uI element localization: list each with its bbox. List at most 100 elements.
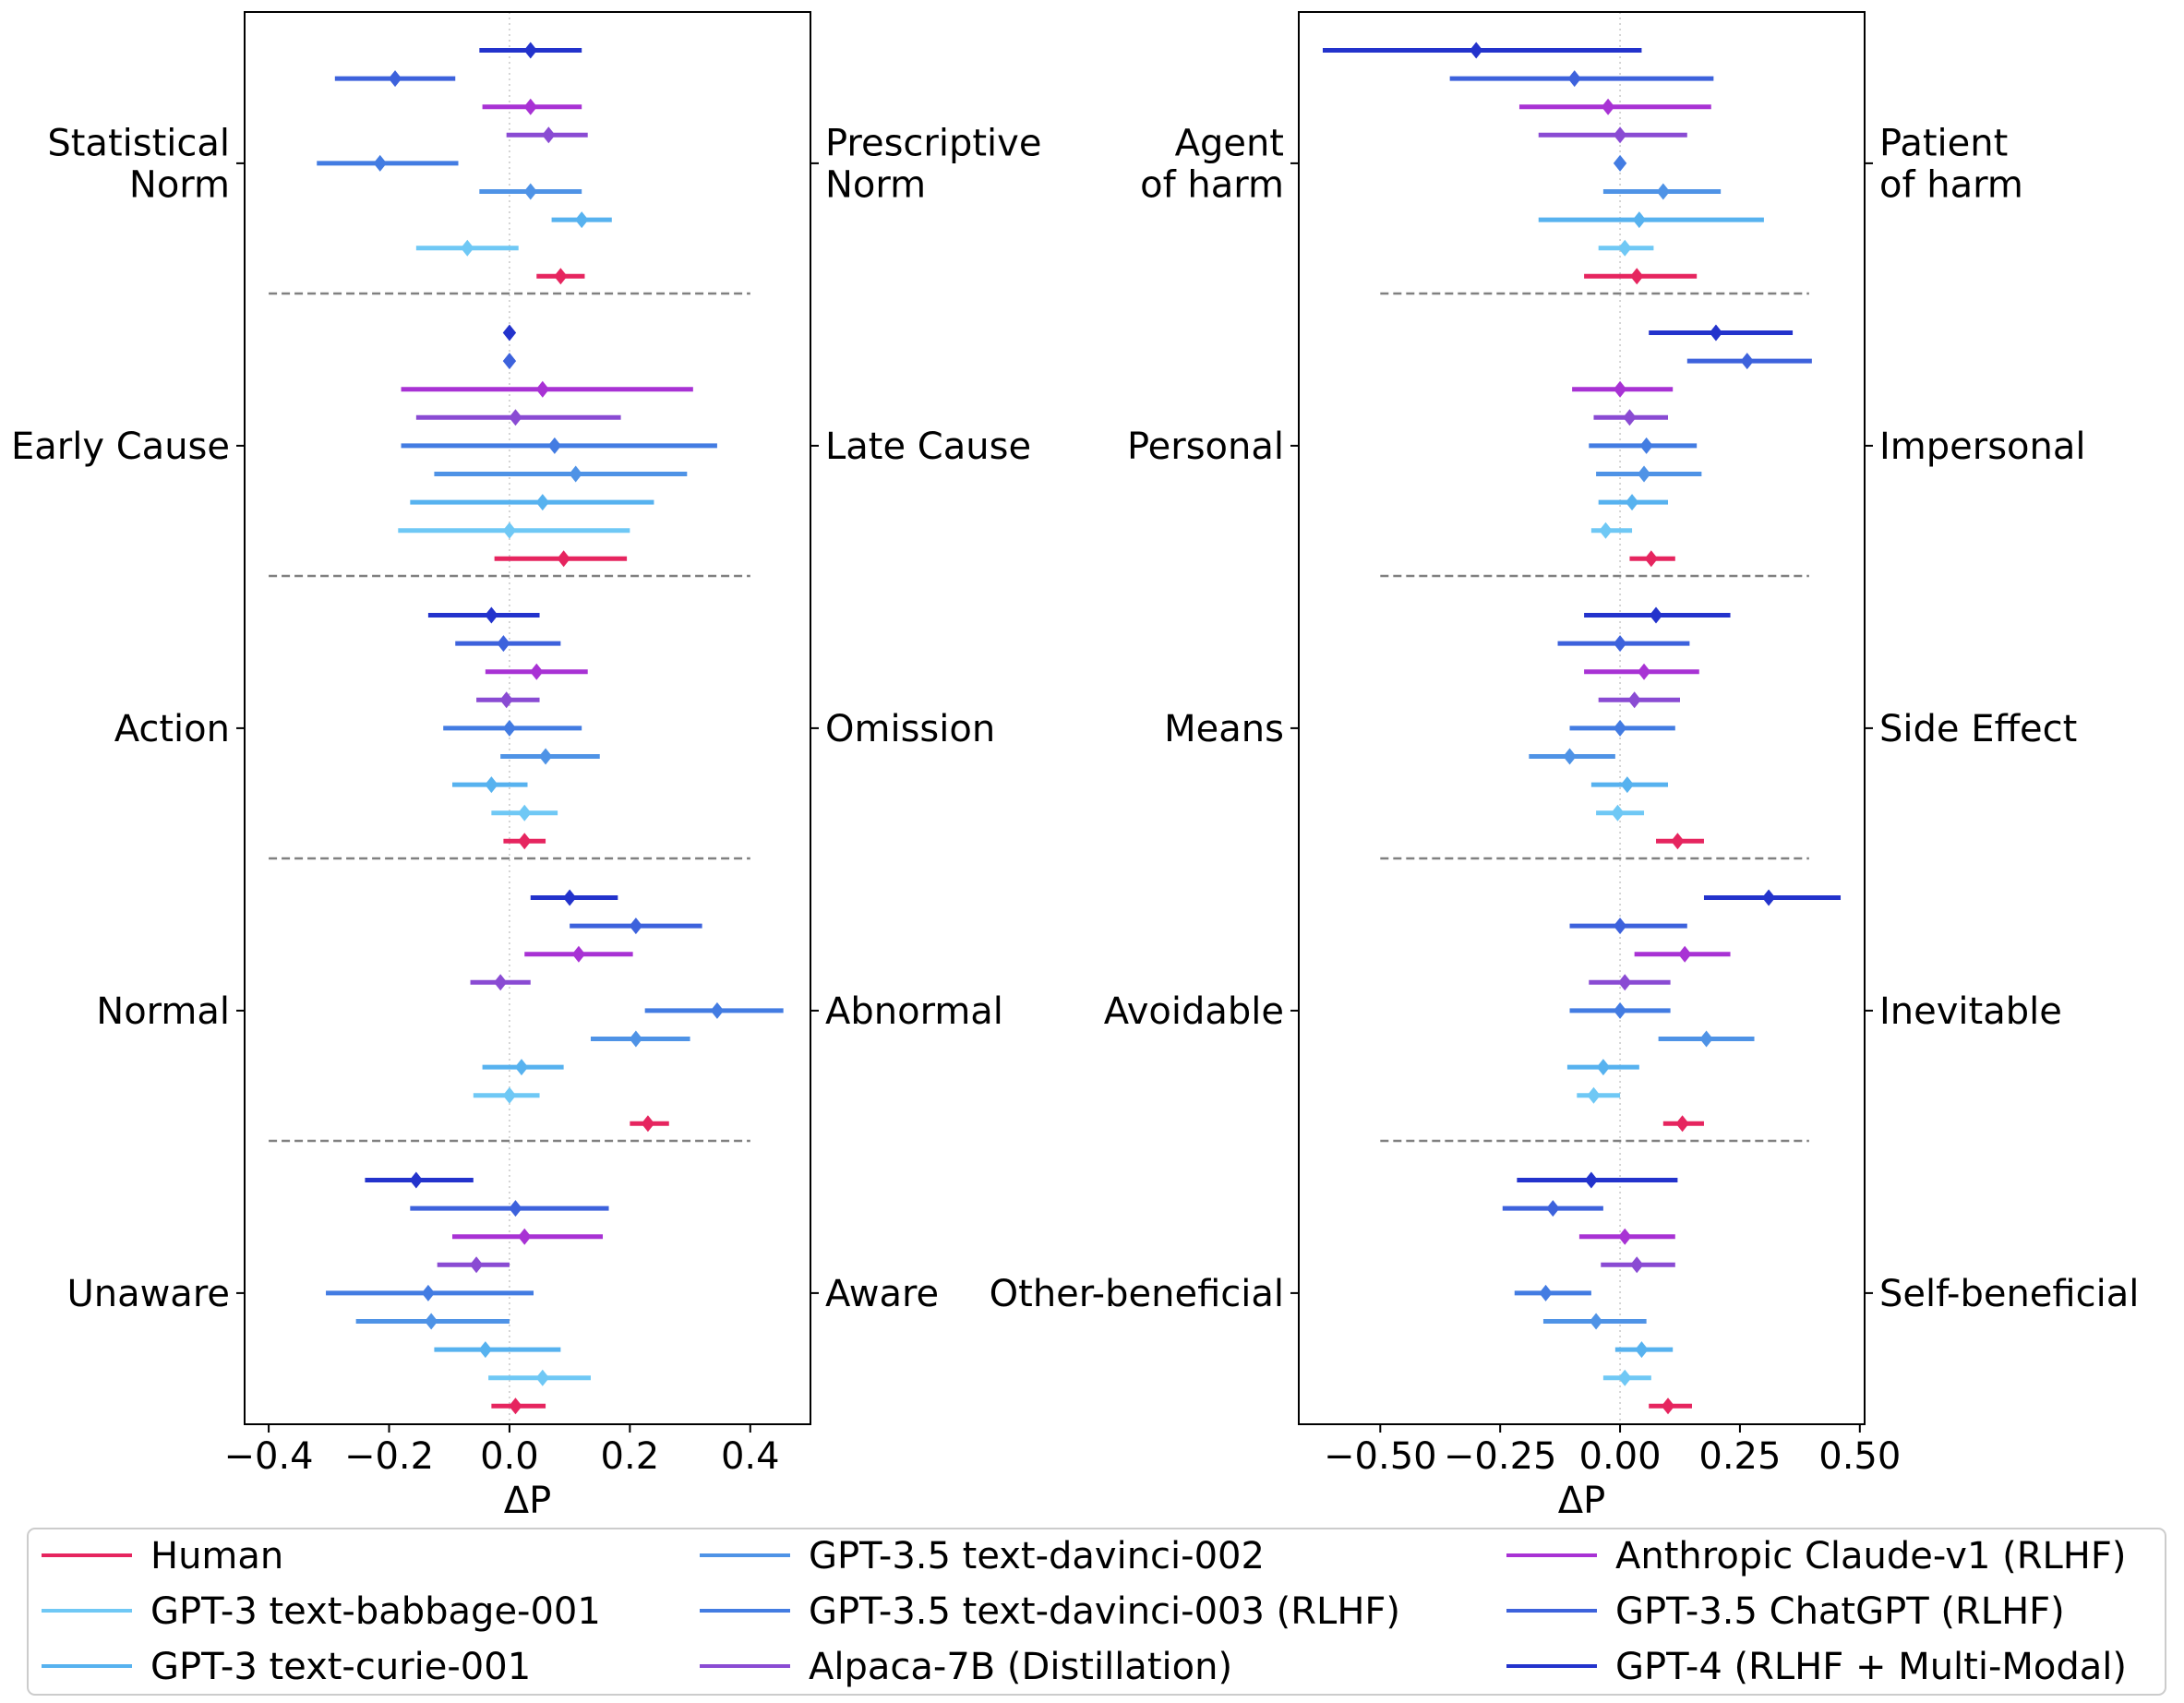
point-human [1661,1397,1675,1415]
point-gpt-3-text-babbage-001 [1611,804,1625,822]
point-gpt-3-text-babbage-001 [1618,239,1632,257]
point-gpt-4-rlhf-multi-modal [562,889,577,906]
right-label-late-cause: Late Cause [825,426,1031,468]
point-alpaca-7b-distillation [499,691,513,709]
right-label-inevitable: Inevitable [1879,990,2062,1033]
right-panel: Agent of harm Patient of harm Personal Impers… [990,11,2139,1522]
point-anthropic-claude-v1-rlhf [523,98,537,115]
legend-label-gpt-3-text-babbage-001: GPT-3 text-babbage-001 [150,1590,601,1633]
x-tick-label: 0.25 [1698,1435,1781,1478]
point-human [557,550,570,568]
left-label-means: Means [1164,708,1284,750]
point-human [1671,833,1685,850]
point-gpt-3-text-babbage-001 [518,804,532,822]
point-alpaca-7b-distillation [509,409,522,426]
point-gpt-4-rlhf-multi-modal [409,1171,424,1189]
point-gpt-3-5-text-davinci-003-rlhf [1613,1001,1627,1019]
point-gpt-3-text-curie-001 [1625,494,1639,511]
point-gpt-4-rlhf-multi-modal [1584,1171,1599,1189]
point-gpt-3-5-text-davinci-002 [1699,1030,1713,1048]
point-gpt-3-text-curie-001 [514,1059,529,1076]
point-gpt-4-rlhf-multi-modal [502,324,517,342]
point-anthropic-claude-v1-rlhf [518,1228,532,1245]
left-label-early-cause: Early Cause [11,426,230,468]
point-gpt-3-text-curie-001 [1596,1059,1611,1076]
point-alpaca-7b-distillation [1623,409,1637,426]
point-gpt-3-text-curie-001 [535,494,550,511]
legend-box [27,1528,2166,1696]
x-tick-label: −0.50 [1324,1435,1437,1478]
point-gpt-3-5-chatgpt-rlhf [502,353,517,370]
point-gpt-4-rlhf-multi-modal [1649,606,1663,624]
point-anthropic-claude-v1-rlhf [1677,945,1692,963]
right-label-impersonal: Impersonal [1879,426,2086,468]
point-human [509,1397,522,1415]
left-panel: Statistical Norm Prescriptive Norm Early Cau… [11,11,1041,1522]
left-label-other-beneficial: Other-beneficial [990,1273,1284,1315]
right-label-patient-of-harm: Patient of harm [1879,122,2023,206]
x-tick-label: 0.50 [1818,1435,1901,1478]
point-gpt-4-rlhf-multi-modal [1470,42,1483,59]
point-human [518,833,532,850]
point-gpt-3-5-text-davinci-003-rlhf [502,719,517,737]
point-gpt-3-5-text-davinci-002 [569,465,582,483]
x-tick-label: −0.4 [224,1435,314,1478]
point-gpt-3-5-text-davinci-002 [1589,1313,1603,1330]
point-gpt-3-5-text-davinci-003-rlhf [421,1284,436,1301]
point-gpt-3-text-babbage-001 [1599,522,1613,539]
point-gpt-3-5-text-davinci-003-rlhf [547,437,562,454]
point-alpaca-7b-distillation [469,1256,484,1274]
point-human [1675,1115,1689,1133]
axes-frame [244,11,811,1425]
point-gpt-3-5-text-davinci-002 [1563,748,1577,765]
point-human [554,268,568,285]
right-label-side-effect: Side Effect [1879,708,2077,750]
x-tick-label: 0.2 [601,1435,660,1478]
point-anthropic-claude-v1-rlhf [1618,1228,1632,1245]
point-gpt-3-5-chatgpt-rlhf [388,70,402,88]
point-alpaca-7b-distillation [1618,974,1632,991]
x-tick-label: 0.00 [1579,1435,1662,1478]
right-label-omission: Omission [825,708,995,750]
x-tick-label: 0.4 [721,1435,780,1478]
legend-label-anthropic-claude-v1-rlhf: Anthropic Claude-v1 (RLHF) [1615,1535,2126,1577]
point-gpt-3-5-text-davinci-003-rlhf [373,154,387,172]
point-gpt-3-5-chatgpt-rlhf [1567,70,1581,88]
point-gpt-3-5-text-davinci-002 [538,748,553,765]
left-label-normal: Normal [96,990,230,1033]
point-gpt-3-text-curie-001 [1632,211,1647,229]
point-alpaca-7b-distillation [1627,691,1641,709]
legend: Human GPT-3 text-babbage-001 GPT-3 text-cu… [27,1528,2166,1696]
right-label-self-beneficial: Self-beneficial [1879,1273,2139,1315]
point-gpt-3-5-text-davinci-002 [424,1313,438,1330]
point-gpt-3-5-text-davinci-002 [1637,465,1651,483]
point-gpt-3-text-curie-001 [1620,776,1635,794]
left-label-statistical-norm: Statistical Norm [47,122,230,206]
point-anthropic-claude-v1-rlhf [1637,663,1651,680]
point-gpt-4-rlhf-multi-modal [523,42,537,59]
point-gpt-3-5-chatgpt-rlhf [509,1200,522,1217]
point-gpt-3-5-text-davinci-002 [523,183,537,200]
point-anthropic-claude-v1-rlhf [1613,380,1627,398]
point-anthropic-claude-v1-rlhf [1601,98,1615,115]
left-label-avoidable: Avoidable [1104,990,1284,1033]
point-gpt-3-5-chatgpt-rlhf [1546,1200,1560,1217]
point-alpaca-7b-distillation [1613,126,1627,144]
left-label-personal: Personal [1127,426,1284,468]
point-gpt-4-rlhf-multi-modal [1709,324,1723,342]
point-gpt-3-5-chatgpt-rlhf [497,635,510,653]
point-gpt-3-5-text-davinci-002 [629,1030,643,1048]
x-tick-label: −0.2 [344,1435,434,1478]
legend-label-gpt-3-5-chatgpt-rlhf: GPT-3.5 ChatGPT (RLHF) [1615,1590,2065,1633]
point-gpt-3-text-curie-001 [478,1341,493,1359]
right-label-prescriptive-norm: Prescriptive Norm [825,122,1041,206]
x-tick-label: −0.25 [1444,1435,1557,1478]
point-alpaca-7b-distillation [1630,1256,1644,1274]
point-gpt-3-text-babbage-001 [1587,1086,1601,1104]
point-gpt-3-text-babbage-001 [461,239,474,257]
point-gpt-3-5-text-davinci-003-rlhf [1539,1284,1553,1301]
legend-label-gpt-3-5-text-davinci-002: GPT-3.5 text-davinci-002 [809,1535,1265,1577]
point-gpt-3-text-curie-001 [574,211,589,229]
x-tick-label: 0.0 [480,1435,539,1478]
